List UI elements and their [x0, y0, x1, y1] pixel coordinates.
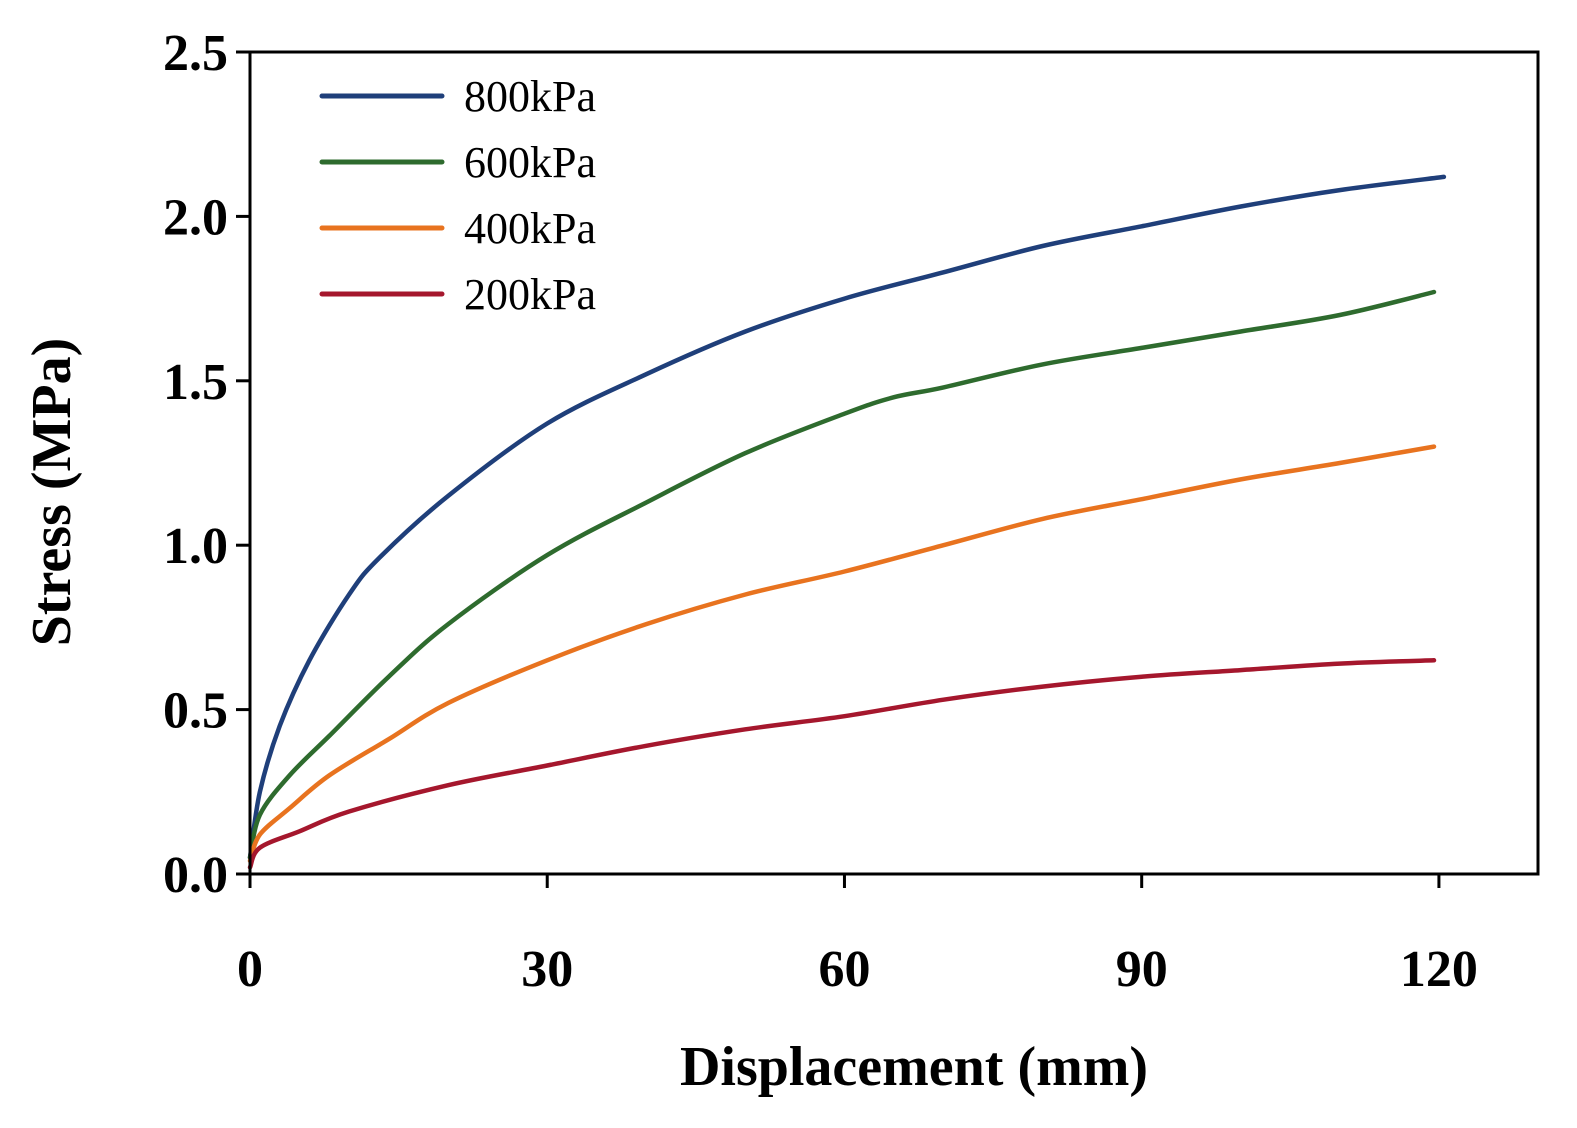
y-tick-label: 2.5 — [163, 25, 228, 82]
legend-label-800kpa: 800kPa — [464, 72, 596, 121]
y-tick-label: 2.0 — [163, 189, 228, 246]
axes-layer: 0 30 60 90 120 0.0 0.5 1.0 1.5 2.0 2.5 — [163, 25, 1540, 998]
series-line-800kpa — [247, 174, 1447, 860]
y-tick-label: 0.5 — [163, 683, 228, 740]
x-axis-title: Displacement (mm) — [680, 1036, 1148, 1098]
legend: 800kPa 600kPa 400kPa 200kPa — [319, 72, 596, 319]
legend-label-200kpa: 200kPa — [464, 270, 596, 319]
y-tick-label: 1.5 — [163, 354, 228, 411]
x-tick-label: 120 — [1400, 941, 1478, 998]
series-line-200kpa — [247, 658, 1437, 870]
x-tick-label: 60 — [818, 941, 870, 998]
x-tick-label: 0 — [237, 941, 263, 998]
x-tick-label: 30 — [521, 941, 573, 998]
y-tick-label: 0.0 — [163, 847, 228, 904]
series-layer — [247, 174, 1447, 870]
series-line-600kpa — [247, 289, 1437, 860]
series-line-400kpa — [247, 444, 1437, 864]
y-tick-label: 1.0 — [163, 518, 228, 575]
plot-frame — [248, 50, 1540, 876]
x-tick-label: 90 — [1116, 941, 1168, 998]
y-axis-title: Stress (MPa) — [21, 338, 83, 646]
legend-label-600kpa: 600kPa — [464, 138, 596, 187]
legend-label-400kpa: 400kPa — [464, 204, 596, 253]
